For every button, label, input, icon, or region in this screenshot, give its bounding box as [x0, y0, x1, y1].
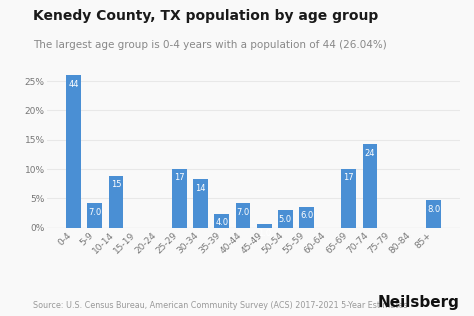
Text: 17: 17 [344, 173, 354, 182]
Bar [257, 224, 272, 228]
Text: 4.0: 4.0 [215, 218, 228, 227]
Text: 14: 14 [195, 184, 206, 193]
Bar [341, 169, 356, 228]
Bar [363, 144, 377, 228]
Bar [299, 207, 314, 228]
Text: Neilsberg: Neilsberg [378, 295, 460, 310]
Text: 15: 15 [110, 180, 121, 189]
Text: 7.0: 7.0 [88, 208, 101, 217]
Text: 7.0: 7.0 [237, 208, 250, 217]
Bar [109, 176, 123, 228]
Text: Source: U.S. Census Bureau, American Community Survey (ACS) 2017-2021 5-Year Est: Source: U.S. Census Bureau, American Com… [33, 301, 408, 310]
Text: 24: 24 [365, 149, 375, 158]
Bar [87, 203, 102, 228]
Text: 5.0: 5.0 [279, 215, 292, 224]
Bar [214, 214, 229, 228]
Text: 44: 44 [68, 80, 79, 89]
Bar [426, 200, 441, 228]
Text: 1.0: 1.0 [257, 229, 271, 238]
Bar [172, 169, 187, 228]
Text: 8.0: 8.0 [427, 204, 440, 214]
Text: 6.0: 6.0 [300, 211, 313, 221]
Bar [236, 203, 250, 228]
Text: 17: 17 [174, 173, 185, 182]
Bar [66, 75, 81, 228]
Bar [278, 210, 293, 228]
Bar [193, 179, 208, 228]
Text: The largest age group is 0-4 years with a population of 44 (26.04%): The largest age group is 0-4 years with … [33, 40, 387, 50]
Text: Kenedy County, TX population by age group: Kenedy County, TX population by age grou… [33, 9, 378, 23]
